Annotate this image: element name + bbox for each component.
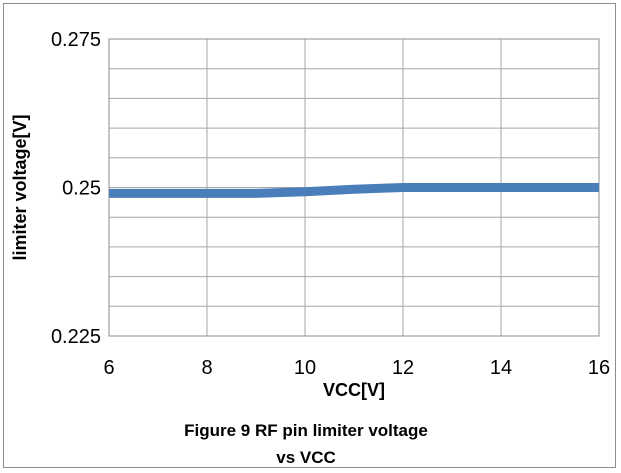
x-axis-label: VCC[V]: [323, 380, 385, 400]
y-tick-label: 0.225: [51, 326, 101, 348]
series-line: [109, 183, 599, 198]
x-tick-label: 10: [294, 357, 316, 379]
x-tick-label: 8: [201, 357, 212, 379]
y-tick-label: 0.275: [51, 29, 101, 51]
chart-frame: 6 8 10 12 14 16 0.225 0.25 0.275 VCC[V] limiter…: [3, 3, 616, 468]
x-tick-label: 14: [490, 357, 512, 379]
y-axis-ticks: 0.225 0.25 0.275: [51, 29, 101, 348]
x-axis-ticks: 6 8 10 12 14 16: [103, 357, 610, 379]
figure-caption-line-1: Figure 9 RF pin limiter voltage: [184, 421, 428, 440]
x-tick-label: 6: [103, 357, 114, 379]
y-tick-label: 0.25: [62, 178, 101, 200]
figure-caption-line-2: vs VCC: [276, 448, 336, 467]
series-layer: [109, 183, 599, 198]
x-tick-label: 12: [392, 357, 414, 379]
x-tick-label: 16: [588, 357, 610, 379]
line-chart: 6 8 10 12 14 16 0.225 0.25 0.275 VCC[V] limiter…: [10, 29, 610, 467]
y-axis-label: limiter voltage[V]: [10, 114, 30, 260]
